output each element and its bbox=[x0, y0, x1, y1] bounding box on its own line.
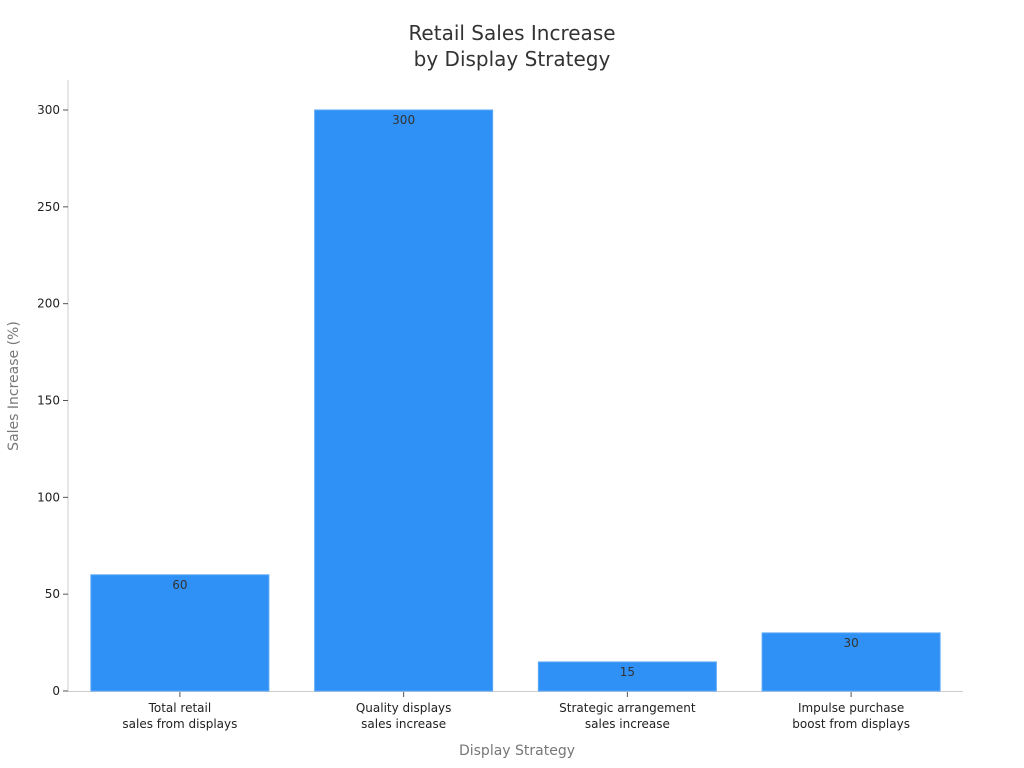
bar-value-label: 60 bbox=[172, 578, 187, 592]
y-tick-label: 200 bbox=[37, 297, 60, 311]
x-tick-label: Impulse purchase bbox=[798, 701, 904, 715]
bar bbox=[761, 632, 941, 692]
chart-title: Retail Sales Increase by Display Strateg… bbox=[0, 20, 1024, 72]
y-axis-title: Sales Increase (%) bbox=[6, 321, 22, 451]
x-tick-label: sales increase bbox=[585, 717, 670, 731]
bar-value-label: 30 bbox=[843, 636, 858, 650]
x-tick-label: Quality displays bbox=[356, 701, 452, 715]
x-axis-title: Display Strategy bbox=[459, 743, 575, 759]
x-tick-label: Strategic arrangement bbox=[559, 701, 696, 715]
chart-title-line-1: Retail Sales Increase bbox=[408, 21, 616, 45]
x-tick-label: sales increase bbox=[361, 717, 446, 731]
bar-value-label: 300 bbox=[392, 113, 415, 127]
x-tick-label: boost from displays bbox=[792, 717, 910, 731]
y-tick-label: 250 bbox=[37, 200, 60, 214]
y-tick-label: 150 bbox=[37, 394, 60, 408]
x-tick-label: Total retail bbox=[148, 701, 212, 715]
y-tick-label: 50 bbox=[45, 587, 60, 601]
chart-title-line-2: by Display Strategy bbox=[413, 47, 611, 71]
bar bbox=[314, 109, 494, 692]
bar bbox=[537, 661, 717, 692]
y-tick-label: 100 bbox=[37, 490, 60, 504]
y-tick-label: 0 bbox=[52, 684, 60, 698]
bar-value-label: 15 bbox=[620, 665, 635, 679]
bar bbox=[90, 574, 270, 692]
y-tick-label: 300 bbox=[37, 103, 60, 117]
x-tick-label: sales from displays bbox=[122, 717, 237, 731]
